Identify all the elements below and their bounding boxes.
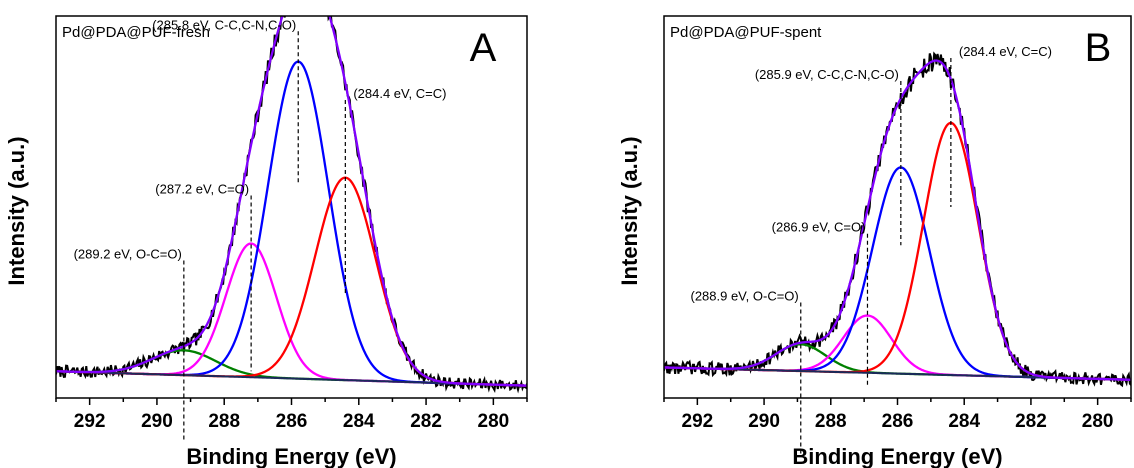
plot-area (664, 51, 1131, 388)
x-axis-title: Binding Energy (eV) (792, 444, 1002, 468)
panel-title: Pd@PDA@PUF-spent (670, 24, 822, 41)
x-tick-label: 286 (276, 411, 308, 432)
envelope-line (664, 59, 1131, 381)
peak-c-o (56, 242, 527, 387)
x-tick-label: 292 (682, 411, 714, 432)
annotation-label: (285.9 eV, C-C,C-N,C-O) (755, 67, 899, 82)
x-tick-label: 282 (1015, 411, 1047, 432)
x-tick-label: 290 (141, 411, 173, 432)
x-tick-label: 288 (815, 411, 847, 432)
peak-c-c (56, 176, 527, 387)
annotation-label: (284.4 eV, C=C) (353, 86, 446, 101)
x-tick-label: 280 (1082, 411, 1114, 432)
panel-letter: B (1085, 26, 1112, 70)
annotation-label: (288.9 eV, O-C=O) (690, 289, 798, 304)
panel-letter: A (470, 26, 497, 70)
x-tick-label: 280 (478, 411, 510, 432)
annotation-label: (289.2 eV, O-C=O) (74, 246, 182, 261)
envelope-line (56, 16, 527, 387)
plot-area (56, 16, 527, 394)
raw-data-line (56, 16, 527, 394)
annotation-label: (286.9 eV, C=O) (772, 220, 866, 235)
x-axis-title: Binding Energy (eV) (186, 444, 396, 468)
x-tick-label: 284 (343, 411, 375, 432)
annotation-label: (287.2 eV, C=O) (155, 182, 249, 197)
x-tick-label: 290 (748, 411, 780, 432)
panel-b: 292 290 288 286 284 282 280 Binding Energy (eV)… (617, 15, 1132, 468)
y-axis-title: Intensity (a.u.) (4, 136, 29, 285)
x-tick-label: 292 (74, 411, 106, 432)
x-tick-label: 282 (410, 411, 442, 432)
annotation-label: (285.8 eV, C-C,C-N,C-O) (152, 17, 296, 32)
x-tick-label: 284 (948, 411, 980, 432)
annotation-label: (284.4 eV, C=C) (959, 44, 1052, 59)
panel-title: Pd@PDA@PUF-fresh (62, 24, 210, 41)
y-axis-title: Intensity (a.u.) (617, 136, 642, 285)
peak-c-c (664, 121, 1131, 381)
x-tick-label: 286 (882, 411, 914, 432)
panel-a: 292 290 288 286 284 282 280 Binding Energy (eV)… (4, 15, 528, 468)
x-tick-label: 288 (208, 411, 240, 432)
